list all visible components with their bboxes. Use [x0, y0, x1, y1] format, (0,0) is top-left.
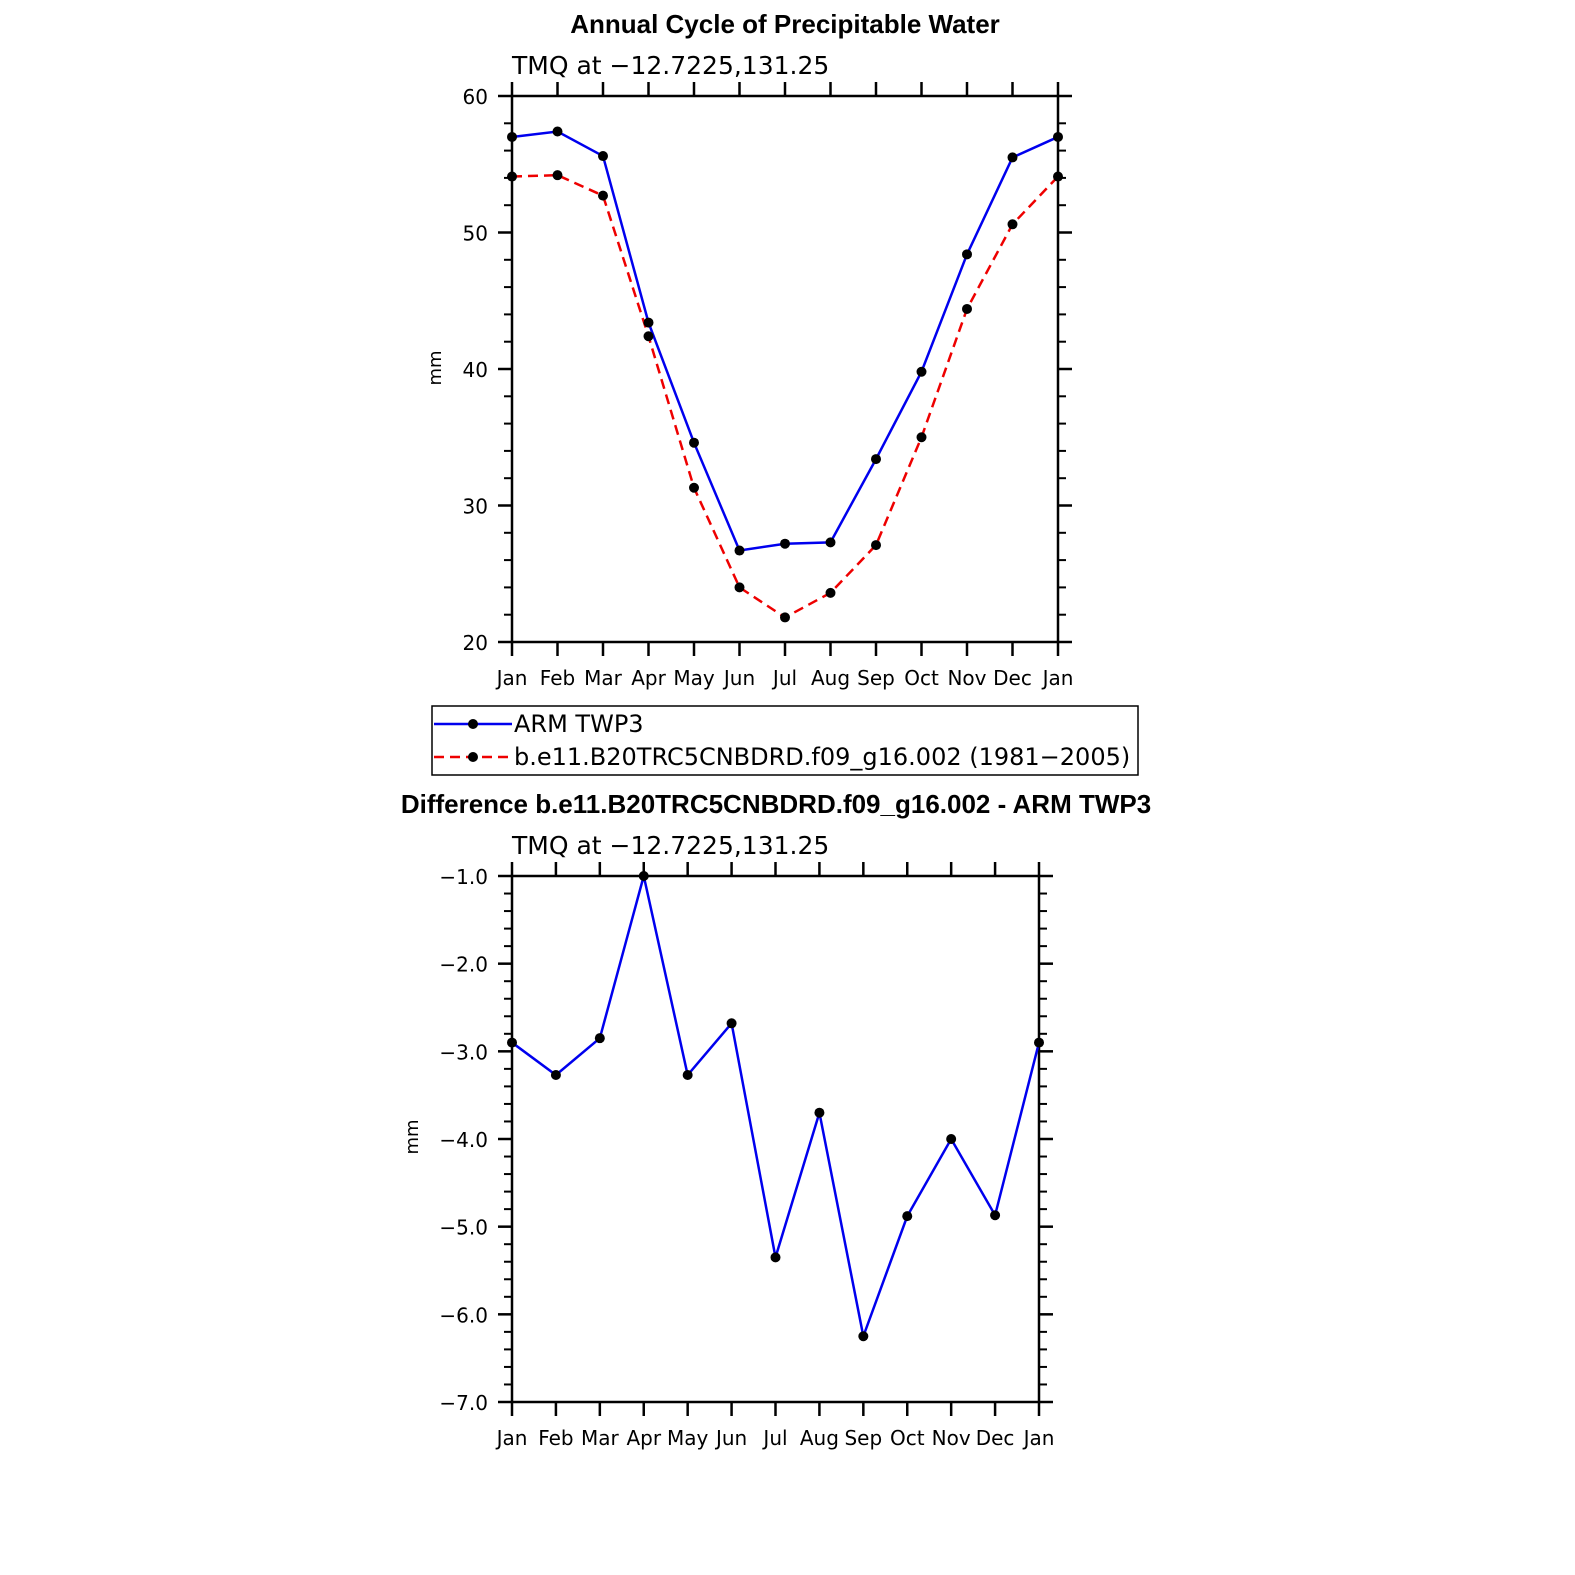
data-point-0-0 — [1007, 152, 1018, 163]
top-chart-title: Annual Cycle of Precipitable Water — [570, 9, 1000, 39]
x-tick-label: Dec — [976, 1426, 1015, 1450]
data-point-0-0 — [780, 538, 790, 549]
series-line-0-1 — [511, 173, 1059, 619]
data-point-0-0 — [825, 537, 836, 548]
data-point-0-0 — [916, 366, 927, 377]
top-chart-subtitle: TMQ at −12.7225,131.25 — [511, 51, 829, 80]
data-point-0-1 — [1053, 171, 1063, 182]
data-point-0-1 — [871, 540, 881, 551]
x-tick-label: Aug — [811, 666, 850, 690]
data-point-0-0 — [962, 249, 972, 260]
x-tick-label: Sep — [857, 666, 895, 690]
x-tick-label: Jan — [495, 666, 528, 690]
x-tick-label: Sep — [844, 1426, 882, 1450]
y-tick-label: −7.0 — [439, 1391, 488, 1415]
y-tick-label: 40 — [463, 358, 488, 382]
x-tick-label: Oct — [904, 666, 939, 690]
data-point-0-0 — [552, 126, 563, 137]
data-point-0-1 — [507, 171, 517, 182]
legend-label-model: b.e11.B20TRC5CNBDRD.f09_g16.002 (1981−20… — [514, 743, 1130, 771]
data-point-1-0 — [682, 1070, 693, 1081]
data-point-0-1 — [643, 331, 654, 342]
bottom-chart-title: Difference b.e11.B20TRC5CNBDRD.f09_g16.0… — [401, 789, 1151, 819]
y-tick-label: −5.0 — [439, 1216, 488, 1240]
x-tick-label: May — [673, 666, 715, 690]
data-point-1-0 — [902, 1211, 913, 1222]
top-chart-ylabel: mm — [425, 350, 446, 385]
legend: ARM TWP3 b.e11.B20TRC5CNBDRD.f09_g16.002… — [431, 705, 1139, 776]
x-tick-label: Jun — [722, 666, 755, 690]
data-point-0-1 — [916, 432, 927, 443]
x-tick-label: Feb — [540, 666, 575, 690]
top-plot-area: Jan Feb Mar Apr May Jun Jul Aug Sep Oct Nov Dec Jan 2… — [463, 82, 1074, 690]
x-tick-label: Apr — [631, 666, 666, 690]
data-point-0-1 — [598, 190, 608, 201]
legend-marker-arm — [468, 719, 478, 729]
bottom-chart-ylabel: mm — [402, 1119, 423, 1154]
y-tick-label: 50 — [463, 222, 488, 246]
y-tick-label: 30 — [463, 495, 488, 519]
data-point-1-0 — [507, 1037, 517, 1048]
legend-label-arm: ARM TWP3 — [514, 710, 644, 738]
legend-box — [431, 705, 1139, 776]
series-line-0-0 — [511, 130, 1059, 552]
data-point-1-0 — [638, 871, 649, 881]
y-tick-label: 60 — [463, 85, 488, 109]
data-point-0-1 — [734, 582, 745, 593]
y-tick-label: −3.0 — [439, 1040, 488, 1064]
data-point-0-1 — [825, 587, 836, 598]
x-tick-label: Jun — [714, 1426, 747, 1450]
plot-frame — [510, 874, 1041, 1404]
x-tick-label: Mar — [581, 1426, 620, 1450]
x-tick-label: Jan — [1022, 1426, 1055, 1450]
data-point-0-0 — [689, 437, 699, 448]
data-point-1-0 — [946, 1134, 957, 1144]
x-tick-label: Jul — [761, 1426, 787, 1450]
data-point-0-1 — [780, 612, 790, 623]
x-tick-label: Jul — [771, 666, 797, 690]
x-tick-label: Feb — [538, 1426, 573, 1450]
data-point-1-0 — [550, 1070, 561, 1081]
data-point-0-1 — [552, 170, 563, 181]
data-point-0-0 — [871, 454, 881, 465]
y-tick-label: −2.0 — [439, 953, 488, 977]
x-tick-label: Dec — [993, 666, 1032, 690]
x-tick-label: Jan — [1041, 666, 1074, 690]
y-tick-label: −1.0 — [439, 865, 488, 889]
legend-marker-model — [468, 752, 478, 762]
y-tick-label: −4.0 — [439, 1128, 488, 1152]
x-tick-label: Nov — [947, 666, 986, 690]
data-point-0-1 — [962, 303, 972, 314]
data-point-1-0 — [1034, 1037, 1044, 1048]
data-point-0-0 — [734, 545, 745, 556]
x-tick-label: Oct — [890, 1426, 925, 1450]
x-tick-label: May — [667, 1426, 709, 1450]
data-point-0-0 — [507, 131, 517, 142]
plot-frame — [510, 94, 1060, 644]
data-point-1-0 — [858, 1331, 869, 1342]
data-point-1-0 — [990, 1210, 1001, 1221]
y-tick-label: −6.0 — [439, 1303, 488, 1327]
y-tick-label: 20 — [463, 631, 488, 655]
data-point-1-0 — [814, 1107, 825, 1118]
series-line-1-0 — [511, 875, 1041, 1341]
data-point-1-0 — [594, 1033, 605, 1044]
x-tick-label: Mar — [584, 666, 623, 690]
data-point-0-1 — [1007, 219, 1018, 230]
bottom-chart-subtitle: TMQ at −12.7225,131.25 — [511, 831, 829, 860]
x-tick-label: Nov — [932, 1426, 971, 1450]
data-point-0-0 — [1053, 131, 1063, 142]
data-point-0-0 — [643, 317, 654, 328]
x-tick-label: Apr — [626, 1426, 661, 1450]
data-point-0-1 — [689, 482, 699, 493]
bottom-plot-area: Jan Feb Mar Apr May Jun Jul Aug Sep Oct Nov Dec Jan−… — [439, 862, 1054, 1450]
data-point-1-0 — [726, 1018, 737, 1029]
data-point-0-0 — [598, 151, 608, 162]
x-tick-label: Aug — [800, 1426, 839, 1450]
x-tick-label: Jan — [495, 1426, 528, 1450]
data-point-1-0 — [770, 1252, 781, 1263]
